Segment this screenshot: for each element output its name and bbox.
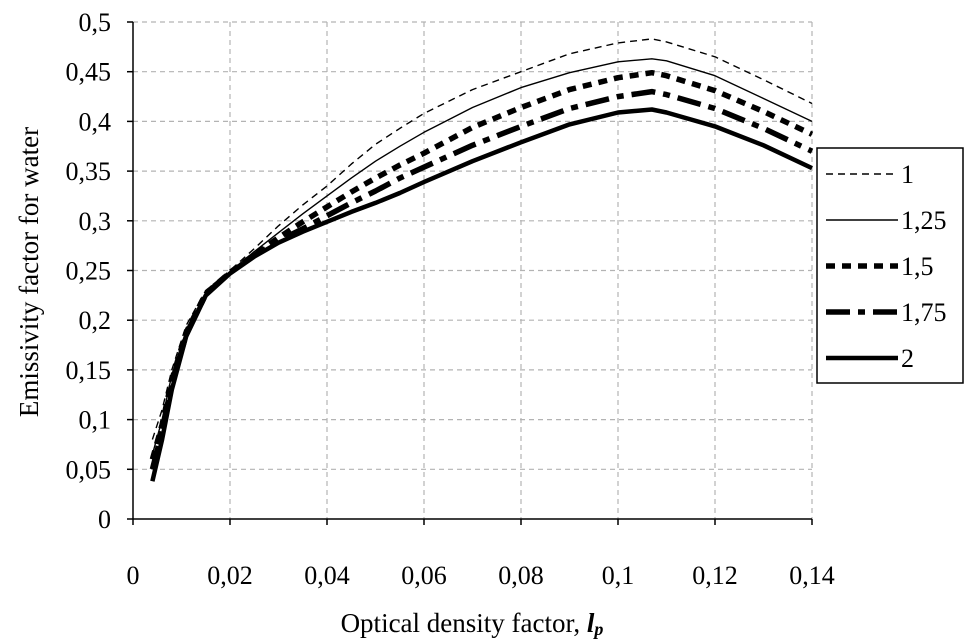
x-tick-label: 0,04 [304,561,350,590]
series-line-1 [151,38,813,440]
y-tick-label: 0,1 [79,406,112,435]
series-line-3 [149,69,814,461]
legend-label-4: 1,75 [901,298,947,327]
y-tick-label: 0,05 [66,455,112,484]
x-tick-label: 0,08 [498,561,544,590]
legend-label-2: 1,25 [901,206,947,235]
x-tick-label: 0,14 [789,561,835,590]
x-tick-label: 0,06 [401,561,447,590]
x-axis-symbol: l [587,608,595,638]
x-axis-title: Optical density factor, lp [341,608,604,639]
x-tick-label: 0,02 [207,561,253,590]
y-tick-label: 0,2 [79,306,112,335]
plot-lines [149,38,814,482]
x-tick-label: 0,12 [692,561,738,590]
legend-label-5: 2 [901,344,914,373]
y-tick-label: 0,15 [66,356,112,385]
y-tick-label: 0,35 [66,157,112,186]
legend: 1 1,25 1,5 1,75 2 [816,147,964,384]
y-tick-label: 0 [98,505,111,534]
y-tick-label: 0,45 [66,58,112,87]
x-tick-label: 0,1 [602,561,635,590]
y-tick-label: 0,25 [66,257,112,286]
grid [133,21,813,519]
axes [127,21,813,525]
y-tick-label: 0,5 [79,8,112,37]
x-tick-label: 0 [127,561,140,590]
x-axis-title-text: Optical density factor, [341,608,587,638]
x-axis-symbol-subscript: p [592,619,603,639]
series-line-4 [149,88,814,470]
series-line-5 [150,107,813,482]
y-axis-title: Emissivity factor for water [14,127,44,417]
legend-label-3: 1,5 [901,252,934,281]
y-tick-label: 0,4 [79,107,112,136]
tick-labels: 0 0,02 0,04 0,06 0,08 0,1 0,12 0,14 0 0,05 0,1 0,15… [66,8,835,590]
y-tick-label: 0,3 [79,207,112,236]
legend-label-1: 1 [901,160,914,189]
